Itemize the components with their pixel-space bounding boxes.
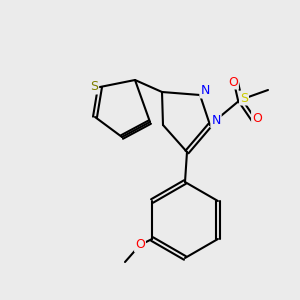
- Text: O: O: [252, 112, 262, 124]
- Text: N: N: [200, 85, 210, 98]
- Text: O: O: [135, 238, 145, 251]
- Text: O: O: [228, 76, 238, 88]
- Text: S: S: [90, 80, 98, 94]
- Text: N: N: [211, 115, 221, 128]
- Text: S: S: [240, 92, 248, 104]
